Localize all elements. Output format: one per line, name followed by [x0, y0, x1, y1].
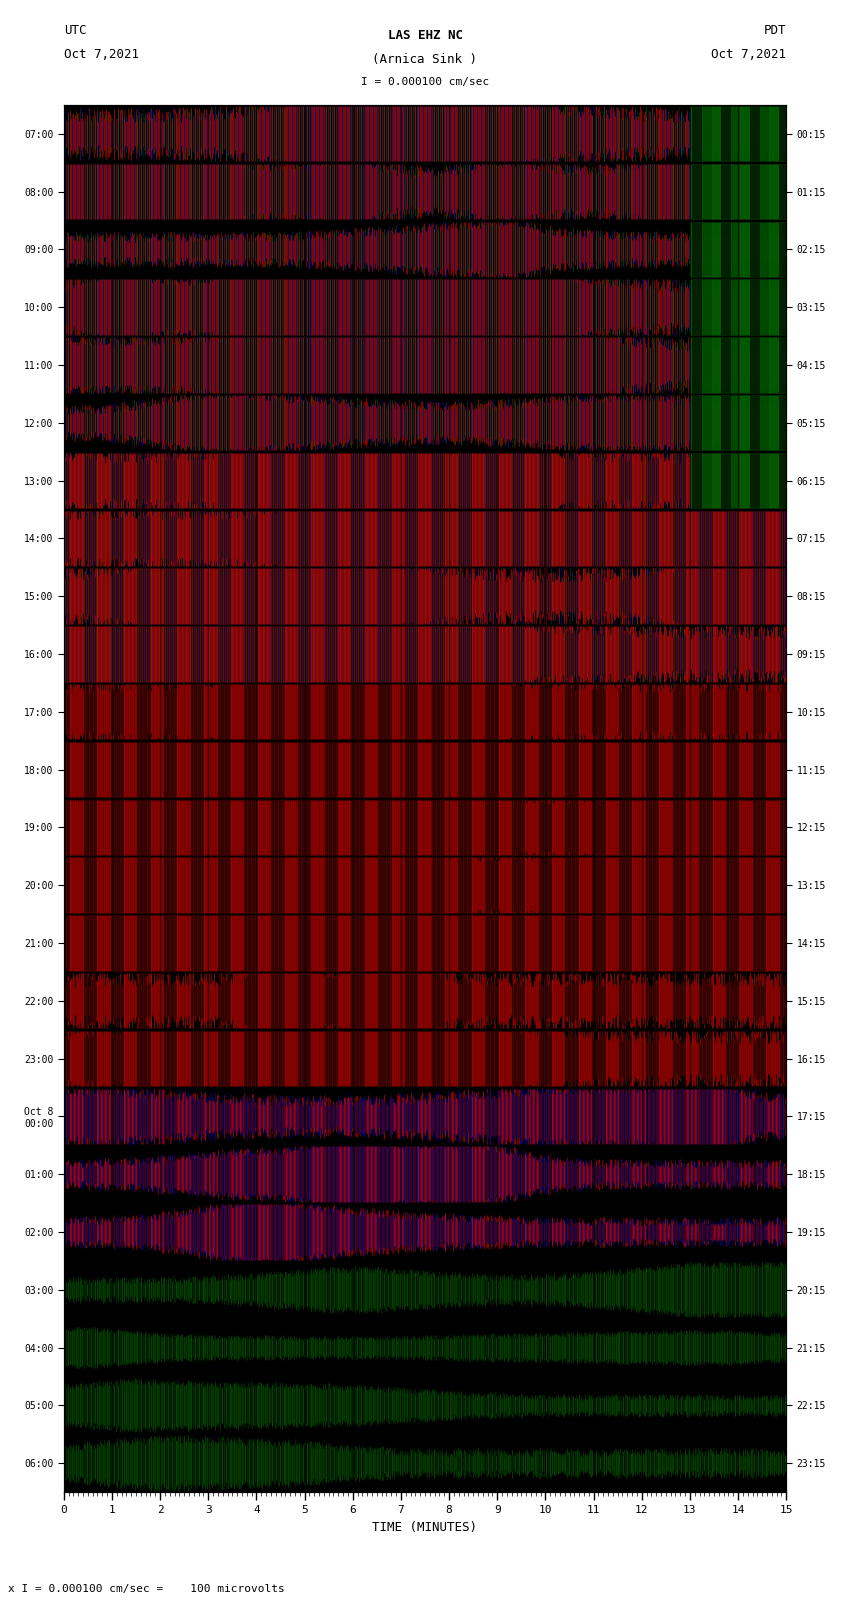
Text: Oct 7,2021: Oct 7,2021	[711, 48, 786, 61]
Text: PDT: PDT	[764, 24, 786, 37]
Text: Oct 7,2021: Oct 7,2021	[64, 48, 139, 61]
Text: I = 0.000100 cm/sec: I = 0.000100 cm/sec	[361, 77, 489, 87]
X-axis label: TIME (MINUTES): TIME (MINUTES)	[372, 1521, 478, 1534]
Text: (Arnica Sink ): (Arnica Sink )	[372, 53, 478, 66]
Text: UTC: UTC	[64, 24, 86, 37]
Text: LAS EHZ NC: LAS EHZ NC	[388, 29, 462, 42]
Text: x I = 0.000100 cm/sec =    100 microvolts: x I = 0.000100 cm/sec = 100 microvolts	[8, 1584, 286, 1594]
